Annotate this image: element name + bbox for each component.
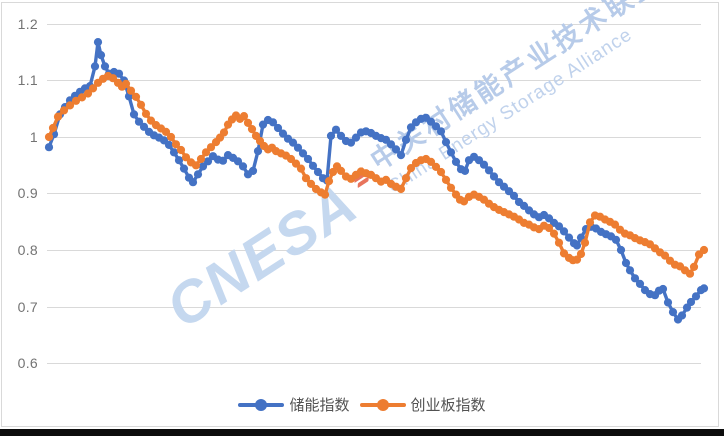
legend-item: 创业板指数 (359, 394, 486, 415)
watermark: CNESA 中关村储能产业技术联盟 China Energy Storage A… (154, 0, 688, 343)
cnesa-logo-text: CNESA (155, 170, 370, 341)
gridline (47, 363, 701, 364)
cnesa-stripes-icon (351, 166, 370, 188)
y-axis-tick-label: 1.1 (17, 72, 38, 88)
y-axis-tick-label: 0.7 (17, 299, 38, 315)
legend: 储能指数 创业板指数 (0, 394, 724, 415)
y-axis-tick-label: 0.9 (17, 185, 38, 201)
gridline (47, 250, 701, 251)
watermark-en-text: China Energy Storage Alliance (384, 24, 637, 198)
y-axis-tick-label: 1.2 (17, 16, 38, 32)
gridline (47, 80, 701, 81)
legend-item: 储能指数 (238, 394, 350, 415)
legend-label: 储能指数 (289, 397, 350, 414)
gridline (47, 24, 701, 25)
watermark-cn-text: 中关村储能产业技术联盟 (365, 0, 668, 177)
y-axis-tick-label: 0.6 (17, 355, 38, 371)
legend-line-dot-marker (238, 398, 285, 411)
y-axis-tick-label: 0.8 (17, 242, 38, 258)
gridline (47, 307, 701, 308)
legend-label: 创业板指数 (410, 397, 486, 414)
legend-line-dot-marker (359, 398, 406, 411)
gridline (47, 137, 701, 138)
gridline (47, 193, 701, 194)
bottom-edge-strip (0, 429, 724, 436)
y-axis-tick-label: 1 (29, 129, 38, 145)
series-chinext-index (44, 71, 709, 278)
